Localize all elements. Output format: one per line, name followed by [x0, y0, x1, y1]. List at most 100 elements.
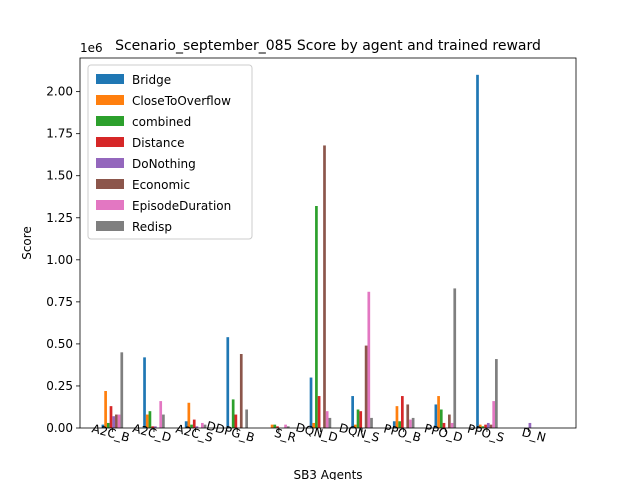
- bar: [153, 426, 157, 428]
- bar: [317, 396, 321, 428]
- legend-swatch: [96, 179, 124, 189]
- legend-label: DoNothing: [132, 157, 196, 171]
- bar: [489, 424, 493, 428]
- bar: [286, 426, 290, 428]
- legend-swatch: [96, 221, 124, 231]
- bar: [200, 422, 204, 428]
- bar: [145, 414, 149, 428]
- bar: [159, 401, 163, 428]
- bar: [486, 422, 490, 428]
- y-tick-label: 1.00: [46, 253, 73, 267]
- bar: [112, 416, 116, 428]
- bar: [273, 424, 277, 428]
- legend-label: CloseToOverflow: [132, 94, 231, 108]
- bar: [226, 337, 230, 428]
- bar: [450, 422, 454, 428]
- legend-label: combined: [132, 115, 191, 129]
- y-tick-label: 1.50: [46, 169, 73, 183]
- bar: [309, 377, 313, 428]
- bar: [312, 422, 316, 428]
- legend-swatch: [96, 200, 124, 210]
- y-tick-label: 1.75: [46, 127, 73, 141]
- bar: [104, 391, 107, 428]
- bar: [190, 424, 193, 428]
- bar: [325, 411, 329, 428]
- x-tick-label: D_N: [520, 425, 547, 445]
- bar: [231, 399, 235, 428]
- bar: [143, 357, 146, 428]
- bar: [148, 411, 152, 428]
- bar: [401, 396, 404, 428]
- plot-frame: [79, 57, 577, 429]
- bar: [120, 352, 124, 428]
- bar: [351, 396, 354, 428]
- bar: [234, 414, 238, 428]
- bar: [162, 414, 165, 428]
- bar: [411, 417, 415, 428]
- bar: [109, 406, 113, 428]
- bar: [395, 406, 399, 428]
- y-axis: 0.00 0.25 0.50 0.75 1.00 1.25 1.50 1.75 2.00: [46, 85, 80, 435]
- bar: [476, 74, 479, 428]
- bar: [184, 421, 188, 428]
- legend-label: Economic: [132, 178, 190, 192]
- bar: [356, 409, 360, 428]
- legend-swatch: [96, 116, 124, 126]
- bar: [195, 426, 199, 428]
- bar: [276, 426, 279, 428]
- x-axis-label: SB3 Agents: [293, 468, 362, 480]
- y-axis-label: Score: [20, 226, 34, 260]
- bar: [434, 404, 438, 428]
- y-tick-label: 0.75: [46, 295, 73, 309]
- y-tick-label: 2.00: [46, 85, 73, 99]
- bar: [115, 414, 118, 428]
- legend-label: Redisp: [132, 220, 172, 234]
- y-tick-label: 1.25: [46, 211, 73, 225]
- bar: [106, 422, 110, 428]
- y-tick-label: 0.50: [46, 337, 73, 351]
- bar: [328, 417, 332, 428]
- bar: [117, 414, 121, 428]
- bar: [495, 359, 498, 428]
- y-tick-label: 0.25: [46, 379, 73, 393]
- bar: [192, 419, 196, 428]
- bar: [398, 421, 401, 428]
- bar: [245, 409, 248, 428]
- bar: [367, 291, 371, 428]
- bar: [323, 145, 326, 428]
- legend-box: [87, 64, 253, 240]
- bar: [442, 422, 446, 428]
- legend-swatch: [96, 137, 124, 147]
- bar: [187, 402, 191, 428]
- bar: [492, 401, 496, 428]
- bar: [239, 354, 243, 428]
- chart-title: Scenario_september_085 Score by agent an…: [115, 38, 541, 54]
- y-scale-label: 1e6: [80, 41, 103, 55]
- bar: [353, 424, 357, 428]
- bar: [101, 424, 105, 428]
- bar: [481, 426, 485, 428]
- bar: [151, 426, 154, 428]
- bars-group: [101, 74, 532, 428]
- bar: [453, 288, 457, 428]
- legend-label: EpisodeDuration: [132, 199, 231, 213]
- bar: [359, 411, 363, 428]
- legend-label: Distance: [132, 136, 184, 150]
- bar: [370, 417, 373, 428]
- bar: [392, 421, 396, 428]
- bar: [437, 396, 440, 428]
- bar: [284, 424, 287, 428]
- bar: [315, 206, 318, 428]
- bar: [406, 404, 410, 428]
- bar: [203, 424, 207, 428]
- bar: [528, 422, 532, 428]
- bar: [439, 409, 443, 428]
- bar: [484, 424, 487, 428]
- bar: [448, 414, 451, 428]
- legend-swatch: [96, 74, 124, 84]
- bar: [270, 424, 274, 428]
- bar: [478, 424, 482, 428]
- bar: [409, 419, 412, 428]
- bar: [364, 345, 368, 428]
